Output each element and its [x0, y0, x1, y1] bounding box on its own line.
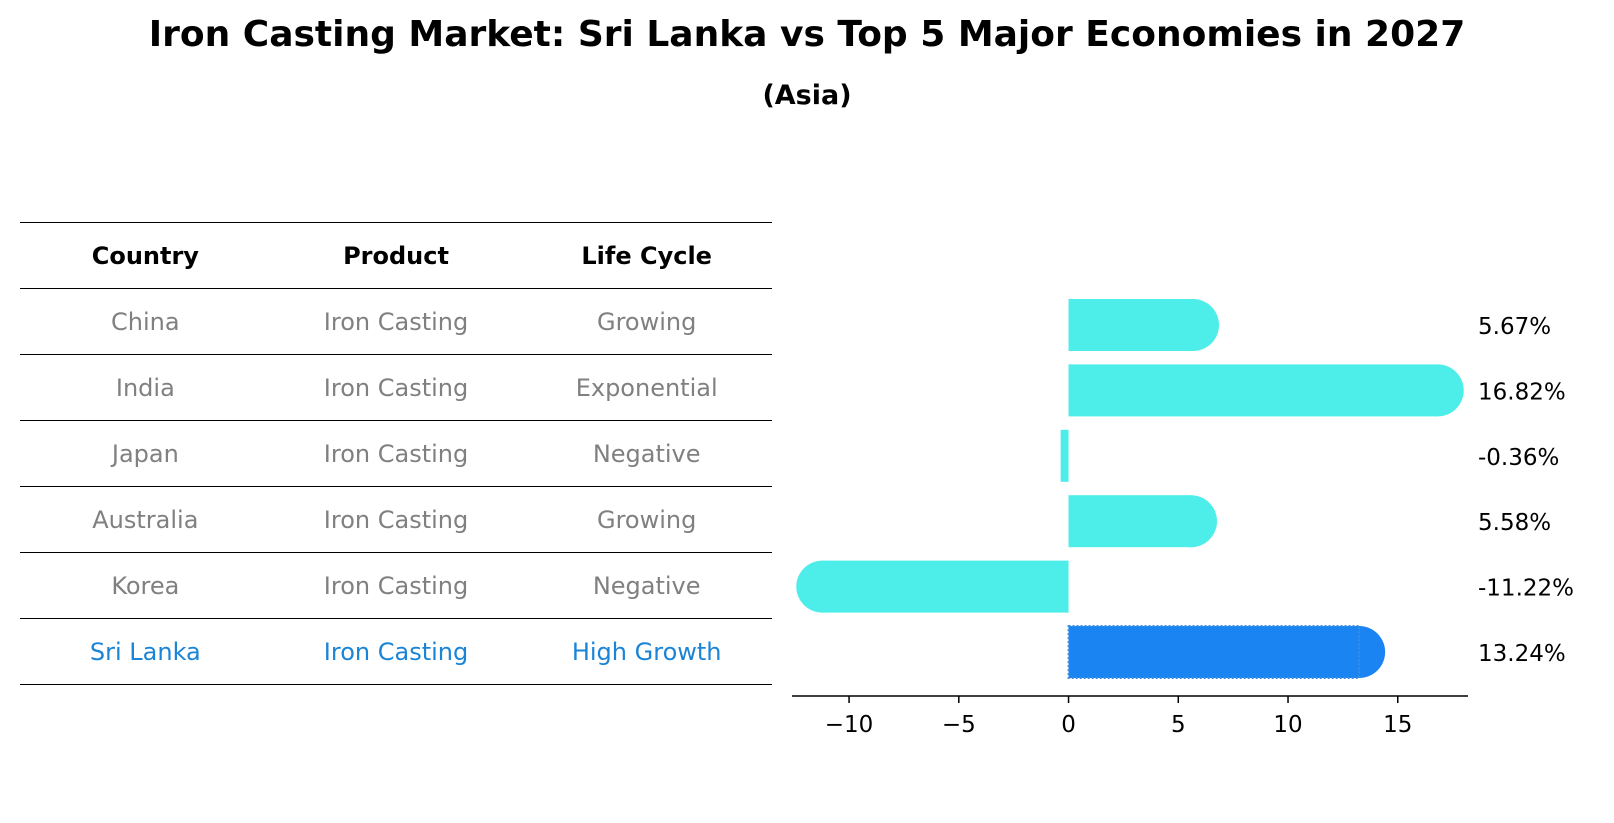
country-cell: Australia — [92, 505, 199, 534]
x-tick-label: 10 — [1273, 712, 1302, 738]
table-row: Korea Iron Casting Negative — [20, 552, 772, 618]
bar-korea — [822, 560, 1069, 613]
bar-japan — [1060, 429, 1069, 482]
product-cell: Iron Casting — [323, 637, 469, 666]
bar-cap — [1411, 364, 1464, 417]
x-tick-label: 15 — [1383, 712, 1412, 738]
life-cycle-cell: Growing — [596, 307, 697, 336]
life-cycle-cell: Negative — [592, 439, 701, 468]
country-cell: India — [115, 373, 175, 402]
table-header-row: Country Product Life Cycle — [20, 222, 772, 288]
table-row: India Iron Casting Exponential — [20, 354, 772, 420]
product-cell: Iron Casting — [323, 571, 469, 600]
country-cell: Sri Lanka — [89, 637, 201, 666]
x-tick-label: 5 — [1171, 712, 1186, 738]
table-row-highlighted: Sri Lanka Iron Casting High Growth — [20, 618, 772, 685]
bar-cap — [1166, 299, 1219, 351]
bar-sri-lanka — [1068, 626, 1360, 678]
life-cycle-cell: Exponential — [575, 373, 718, 402]
product-cell: Iron Casting — [323, 439, 469, 468]
country-cell: Korea — [111, 571, 180, 600]
bar-highlight-outline — [1067, 625, 1361, 679]
header-country: Country — [91, 241, 199, 270]
chart-title: Iron Casting Market: Sri Lanka vs Top 5 … — [148, 14, 1466, 55]
header-product: Product — [343, 241, 449, 270]
life-cycle-cell: Growing — [596, 505, 697, 534]
product-cell: Iron Casting — [323, 505, 469, 534]
bar-cap — [1165, 495, 1218, 548]
product-cell: Iron Casting — [323, 373, 469, 402]
value-label: 5.58% — [1478, 510, 1551, 536]
value-label: 13.24% — [1478, 641, 1566, 667]
table-row: China Iron Casting Growing — [20, 288, 772, 354]
value-label: -0.36% — [1478, 445, 1559, 471]
product-cell: Iron Casting — [323, 307, 469, 336]
life-cycle-cell: Negative — [592, 571, 701, 600]
value-label: 16.82% — [1478, 379, 1566, 405]
table-row: Australia Iron Casting Growing — [20, 486, 772, 552]
x-tick-label: 0 — [1061, 712, 1076, 738]
chart-subtitle: (Asia) — [762, 80, 852, 111]
header-life-cycle: Life Cycle — [581, 241, 712, 270]
country-cell: China — [111, 307, 180, 336]
x-tick-label: −10 — [825, 712, 874, 738]
life-cycle-cell: High Growth — [571, 637, 722, 666]
bar-india — [1068, 364, 1438, 417]
value-label: 5.67% — [1478, 314, 1551, 340]
table-row: Japan Iron Casting Negative — [20, 420, 772, 486]
country-table: Country Product Life Cycle China Iron Ca… — [20, 222, 772, 685]
value-label: -11.22% — [1478, 576, 1574, 602]
country-cell: Japan — [111, 439, 179, 468]
x-tick-label: −5 — [942, 712, 976, 738]
bar-cap — [796, 560, 849, 613]
